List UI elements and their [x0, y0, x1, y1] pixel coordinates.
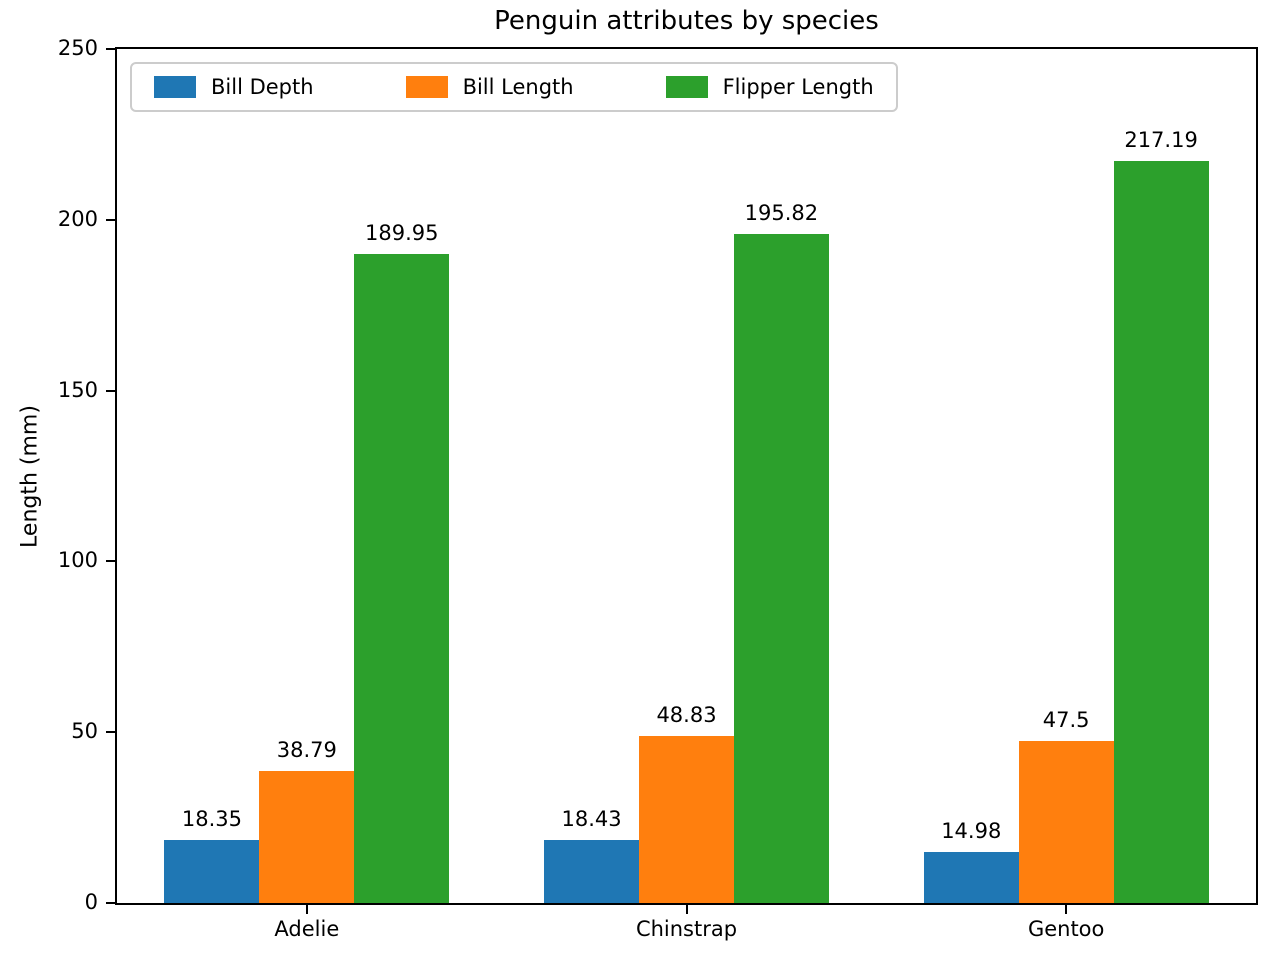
y-tick-mark-250 — [106, 48, 115, 50]
bar-value-label-chinstrap-bill-depth: 18.43 — [561, 807, 622, 832]
x-tick-label-gentoo: Gentoo — [1027, 917, 1105, 941]
y-tick-label-50: 50 — [71, 719, 98, 744]
x-tick-label-adelie: Adelie — [274, 917, 340, 941]
bar-value-label-adelie-bill-depth: 18.35 — [181, 807, 242, 832]
bar-value-label-chinstrap-bill-length: 48.83 — [656, 703, 717, 728]
bar-adelie-bill-depth — [164, 840, 260, 903]
legend-swatch-flipper-length — [665, 76, 708, 98]
x-tick-mark-gentoo — [1065, 905, 1068, 914]
legend-label-bill-depth: Bill Depth — [211, 75, 314, 99]
legend-label-bill-length: Bill Length — [462, 75, 574, 99]
x-tick-mark-chinstrap — [685, 905, 688, 914]
y-tick-mark-200 — [106, 218, 115, 221]
y-tick-label-200: 200 — [57, 206, 98, 231]
chart-title: Penguin attributes by species — [494, 6, 879, 36]
bar-value-label-adelie-flipper-length: 189.95 — [365, 221, 439, 246]
y-tick-mark-0 — [106, 902, 115, 904]
bar-gentoo-bill-length — [1018, 740, 1114, 903]
bar-adelie-flipper-length — [354, 254, 450, 903]
y-axis-label: Length (mm) — [17, 405, 43, 548]
y-tick-mark-150 — [106, 389, 115, 392]
legend-swatch-bill-length — [405, 76, 448, 98]
bar-value-label-adelie-bill-length: 38.79 — [276, 737, 337, 762]
legend-item-flipper-length: Flipper Length — [665, 75, 874, 99]
x-tick-mark-adelie — [305, 905, 308, 914]
y-tick-label-100: 100 — [57, 548, 98, 573]
plot-area: Bill Depth Bill Length Flipper Length 18.3… — [115, 47, 1258, 905]
bar-value-label-chinstrap-flipper-length: 195.82 — [744, 201, 819, 226]
bar-chinstrap-flipper-length — [733, 234, 829, 903]
y-tick-mark-100 — [106, 560, 115, 563]
y-tick-mark-50 — [106, 731, 115, 734]
legend-item-bill-length: Bill Length — [405, 75, 574, 99]
y-tick-label-250: 250 — [57, 36, 98, 60]
bar-chinstrap-bill-depth — [544, 840, 640, 903]
legend-swatch-bill-depth — [154, 76, 196, 98]
bar-gentoo-bill-depth — [923, 851, 1019, 903]
bar-value-label-gentoo-bill-depth: 14.98 — [941, 818, 1002, 843]
legend-item-bill-depth: Bill Depth — [154, 75, 314, 99]
bar-adelie-bill-length — [259, 770, 355, 903]
bar-value-label-gentoo-bill-length: 47.5 — [1042, 707, 1090, 732]
x-tick-label-chinstrap: Chinstrap — [635, 917, 738, 941]
y-tick-label-0: 0 — [84, 890, 98, 914]
y-tick-label-150: 150 — [57, 377, 98, 402]
bar-gentoo-flipper-length — [1113, 161, 1209, 903]
legend: Bill Depth Bill Length Flipper Length — [130, 62, 898, 112]
bar-value-label-gentoo-flipper-length: 217.19 — [1124, 128, 1198, 153]
bar-chinstrap-bill-length — [639, 736, 734, 903]
legend-label-flipper-length: Flipper Length — [722, 75, 874, 99]
